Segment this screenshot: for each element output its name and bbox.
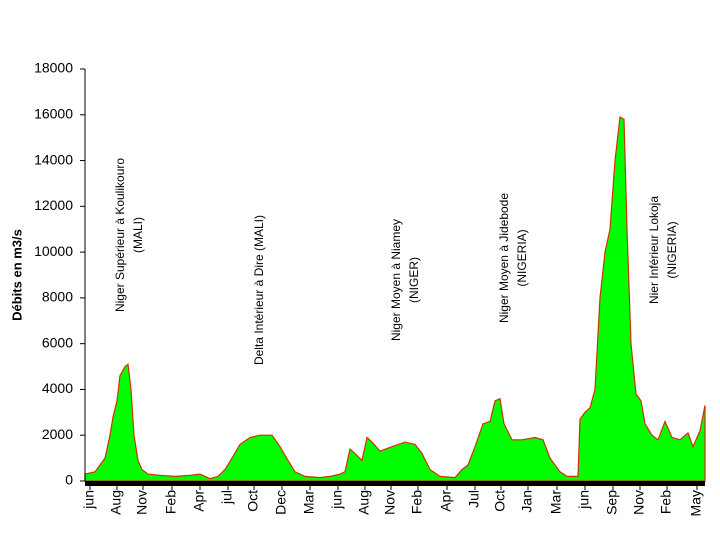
x-tick-label: Apr [191,490,207,512]
y-tick-label: 10000 [34,243,73,259]
annotation: (NIGERIA) [515,229,529,286]
y-tick-label: 12000 [34,197,73,213]
annotation: Niger Moyen à Jidebode [497,193,511,323]
y-tick-label: 18000 [34,60,73,76]
annotation: Nier Inférieur Lokoja [647,196,661,304]
annotation: Delta Intérieur à Dire (MALI) [252,215,266,365]
y-tick-label: 6000 [42,334,73,350]
y-tick-label: 0 [65,472,73,488]
x-tick-label: jul [219,490,235,505]
x-tick-label: Nov [382,490,398,515]
x-tick-label: Jul [466,490,482,508]
x-tick-label: May [688,490,704,516]
annotation: Niger Moyen à Niamey [389,219,403,341]
x-tick-label: Feb [163,490,179,514]
annotation: (MALI) [131,217,145,253]
y-tick-label: 14000 [34,151,73,167]
x-tick-label: Feb [409,490,425,514]
y-tick-label: 16000 [34,105,73,121]
x-axis [85,481,705,486]
x-tick-label: Aug [356,490,372,515]
x-tick-label: Oct [245,490,261,512]
annotation: (NIGER) [407,257,421,303]
x-tick-label: Aug [108,490,124,515]
y-axis-label: Débits en m3/s [9,229,24,321]
y-tick-label: 2000 [42,426,73,442]
y-tick-label: 4000 [42,380,73,396]
x-tick-label: Mar [548,490,564,514]
x-tick-label: jun [576,490,592,510]
x-tick-label: jun [81,490,97,510]
x-tick-label: Sep [604,490,620,515]
x-tick-label: Mar [301,490,317,514]
y-tick-label: 8000 [42,289,73,305]
x-tick-label: Oct [492,490,508,512]
x-tick-label: Apr [438,490,454,512]
x-tick-label: Nov [631,490,647,515]
x-tick-label: Jan [519,490,535,513]
x-tick-label: Nov [134,490,150,515]
x-tick-label: jun [329,490,345,510]
area [84,116,706,482]
x-tick-label: Dec [273,490,289,515]
annotation: (NIGERIA) [665,221,679,278]
annotation: Niger Supérieur à Koulikouro [113,158,127,312]
x-tick-label: Feb [658,490,674,514]
